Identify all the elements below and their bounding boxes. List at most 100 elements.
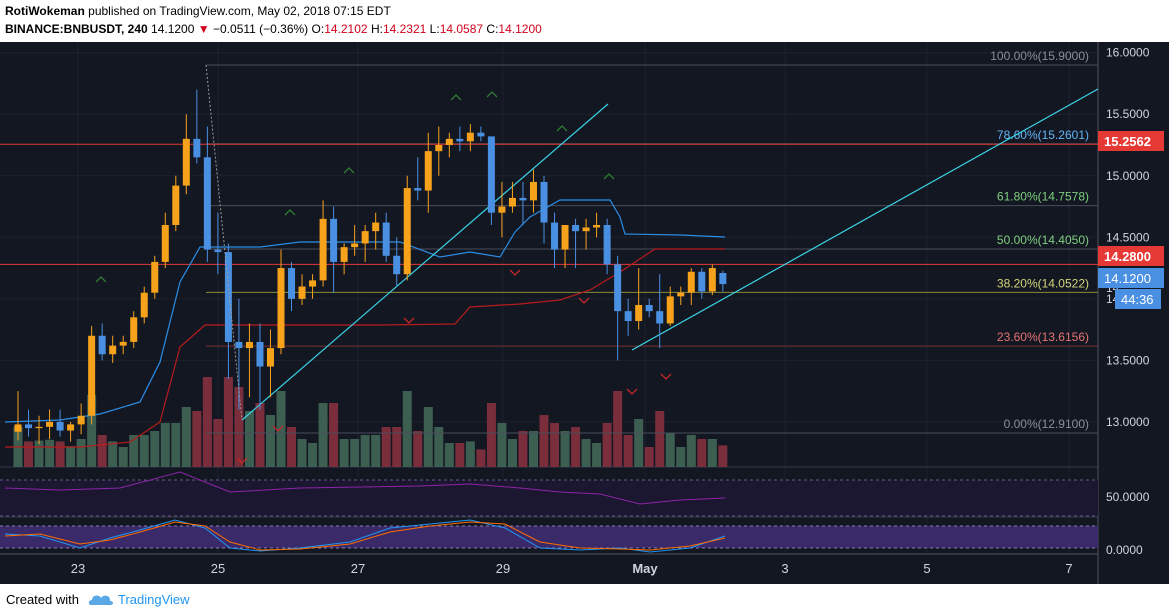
trendline-rising-1[interactable] (241, 103, 609, 421)
volume-bar (644, 447, 654, 467)
candle-body (666, 296, 674, 324)
open-value: 14.2102 (324, 22, 368, 36)
candle-body (203, 157, 211, 250)
volume-bar (24, 441, 34, 467)
volume-bar (76, 439, 86, 467)
high-label: H: (370, 22, 383, 36)
high-value: 14.2321 (382, 22, 427, 36)
trendline-rising-2[interactable] (631, 88, 1099, 351)
candle-body (340, 247, 348, 262)
candle-body (708, 268, 716, 292)
fib-level-label: 61.80%(14.7578) (997, 190, 1089, 204)
volume-bar (34, 440, 44, 467)
candle-body (235, 341, 243, 349)
chart-svg[interactable]: 100.00%(15.9000) 78.60%(15.2601) 61.80%(14… (0, 42, 1169, 584)
author-name[interactable]: RotiWokeman (5, 4, 85, 18)
volume-bar (276, 391, 286, 467)
fib-level-label: 78.60%(15.2601) (997, 128, 1089, 142)
marker-up (450, 94, 462, 101)
candle-body (14, 424, 22, 432)
marker-up (603, 173, 615, 180)
volume-bar (518, 431, 528, 467)
volume-bar (265, 415, 275, 467)
marker-down (272, 425, 284, 432)
marker-down (236, 457, 248, 464)
candle-body (67, 424, 75, 431)
fib-level-label: 23.60%(13.6156) (997, 330, 1089, 344)
candle-body (88, 335, 96, 416)
candle-body (677, 292, 685, 297)
price-axis[interactable]: 16.000015.500015.000014.500014.000013.50… (1106, 46, 1150, 429)
volume-bar (181, 407, 191, 467)
close-label: C: (486, 22, 499, 36)
candle-body (309, 280, 317, 287)
volume-bar (308, 443, 318, 467)
candle-body (266, 348, 274, 367)
volume-bar (118, 447, 128, 467)
candle-body (687, 271, 695, 293)
time-axis[interactable]: 23 25 27 29 May 3 5 7 (71, 561, 1073, 576)
stoch-axis-label: 0.0000 (1106, 543, 1143, 557)
tradingview-link[interactable]: TradingView (118, 592, 190, 607)
candle-body (182, 138, 190, 186)
price-tick-label: 13.0000 (1106, 415, 1150, 429)
level-badge-high (1098, 131, 1164, 151)
price-tick-label: 13.5000 (1106, 353, 1150, 367)
volume-bar (560, 431, 570, 467)
volume-bar (665, 433, 675, 467)
volume-bar (350, 439, 360, 467)
volume-bar (486, 403, 496, 467)
candle-body (593, 225, 601, 228)
volume-bar (697, 439, 707, 467)
volume-bar (686, 435, 696, 467)
candle-body (119, 341, 127, 346)
candle-body (561, 225, 569, 250)
volume-bar (402, 391, 412, 467)
candle-body (698, 271, 706, 292)
volume-bar (592, 443, 602, 467)
volume-bar (66, 446, 76, 467)
volume-bar (87, 395, 97, 467)
candle-body (466, 132, 474, 142)
chart-area[interactable]: 100.00%(15.9000) 78.60%(15.2601) 61.80%(14… (0, 42, 1169, 584)
candle-body (256, 341, 264, 367)
down-arrow-icon: ▼ (197, 22, 210, 36)
level-badge-high-text: 15.2562 (1104, 134, 1151, 149)
candle-body (35, 426, 43, 429)
marker-down (578, 297, 590, 304)
symbol-label[interactable]: BINANCE:BNBUSDT, 240 (5, 22, 148, 36)
fib-retracement[interactable]: 100.00%(15.9000) 78.60%(15.2601) 61.80%(14… (206, 49, 1098, 434)
time-tick-label: 5 (923, 561, 930, 576)
tradingview-logo-icon[interactable] (88, 591, 114, 607)
candle-body (361, 231, 369, 244)
rsi-band (0, 480, 1098, 516)
candle-body (435, 145, 443, 152)
time-tick-label: May (632, 561, 658, 576)
current-price-text: 14.1200 (1104, 271, 1151, 286)
candle-body (519, 197, 527, 201)
volume-bar (423, 407, 433, 467)
candle-body (193, 138, 201, 158)
symbol-info: BINANCE:BNBUSDT, 240 14.1200 ▼ −0.0511 (… (5, 22, 542, 36)
candle-body (161, 225, 169, 262)
candle-body (56, 421, 64, 431)
volume-bar (718, 445, 728, 467)
volume-bar (108, 441, 118, 467)
volume-bar (329, 403, 339, 467)
volume-bar (234, 387, 244, 467)
candle-body (529, 181, 537, 201)
candlesticks (14, 89, 727, 445)
candle-body (551, 222, 559, 250)
time-tick-label: 3 (781, 561, 788, 576)
volume-bar (550, 423, 560, 467)
price-tick-label: 16.0000 (1106, 46, 1150, 60)
time-tick-label: 29 (496, 561, 510, 576)
candle-body (445, 138, 453, 145)
candle-body (172, 185, 180, 225)
fib-anchor-line[interactable] (205, 64, 243, 421)
fib-level-label: 100.00%(15.9000) (990, 49, 1089, 63)
volume-bar (676, 447, 686, 467)
time-tick-label: 7 (1065, 561, 1072, 576)
level-badge-low (1098, 246, 1164, 266)
volume-bar (160, 423, 170, 467)
